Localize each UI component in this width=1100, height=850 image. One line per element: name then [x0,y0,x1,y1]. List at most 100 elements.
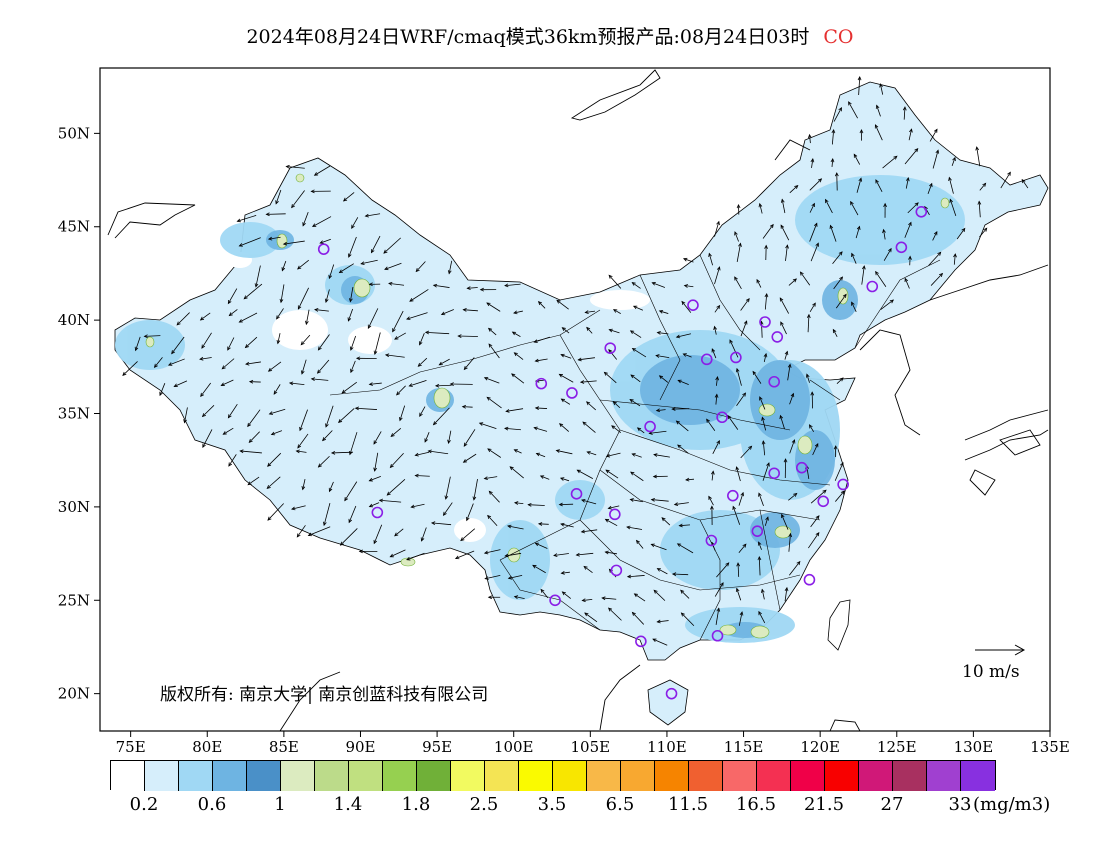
wind-arrow-icon [484,575,501,580]
wind-arrow-icon [560,522,574,528]
purple-circle-icon [716,411,728,424]
wind-arrow-icon [243,283,263,300]
wind-arrow-icon [228,454,237,467]
wind-arrow-icon [201,332,212,349]
wind-arrow-icon [486,396,502,409]
wind-arrow-icon [504,426,521,431]
wind-arrow-icon [513,310,523,315]
wind-arrow-icon [779,297,790,314]
wind-arrow-icon [466,286,478,290]
colorbar-tick-label: 3.5 [537,794,567,815]
wind-arrow-icon [780,198,786,214]
wind-arrow-icon [656,619,669,624]
purple-circle-icon [665,687,678,700]
purple-circle-icon [711,629,724,642]
wind-arrow-icon [559,423,570,432]
wind-arrow-icon [977,200,982,218]
wind-arrow-icon [532,564,546,574]
wind-arrow-icon [466,503,474,522]
wind-arrow-icon [534,406,548,410]
purple-circle-icon [768,375,780,388]
wind-arrow-icon [424,330,450,335]
wind-arrow-icon [756,278,762,288]
colorbar-swatch [757,761,791,791]
wind-arrow-icon [440,309,454,316]
wind-arrow-icon [677,379,689,386]
wind-arrow-icon [764,244,768,261]
purple-circle-icon [837,478,849,491]
china-domain-fill [114,81,1049,661]
purple-circle-icon [535,377,548,390]
wind-arrow-icon [461,404,473,409]
wind-arrow-icon [417,357,428,367]
lat-tick-label: 20N [58,685,90,703]
wind-arrow-icon [323,502,331,527]
wind-arrow-icon [671,572,689,577]
wind-arrow-icon [675,333,692,339]
wind-arrow-icon [406,552,425,561]
wind-arrow-icon [266,476,281,489]
wind-arrow-icon [579,380,597,384]
colorbar-swatch [655,761,689,791]
wind-arrow-icon [328,264,335,280]
lon-tick-label: 75E [116,738,146,756]
colorbar-tick-label: 16.5 [735,794,777,815]
wind-arrow-icon [295,449,307,454]
wind-arrow-icon [358,549,378,554]
purple-circle-icon [768,467,780,480]
wind-arrow-icon [604,518,618,527]
wind-arrow-icon [221,358,235,370]
wind-arrow-icon [757,541,762,550]
wind-arrow-icon [953,253,957,265]
purple-circle-icon [604,342,617,354]
wind-arrow-icon [167,358,185,366]
wind-arrow-icon [789,184,799,194]
wind-arrow-icon [799,271,811,286]
wind-arrow-icon [556,299,569,310]
wind-arrow-icon [834,172,839,191]
wind-arrow-icon [853,153,861,165]
purple-circle-icon [759,316,771,328]
wind-arrow-icon [577,357,595,362]
wind-arrow-icon [430,521,452,526]
wind-arrow-icon [789,560,801,576]
wind-arrow-icon [540,588,549,599]
colorbar-swatch [111,761,145,791]
wind-arrow-icon [905,176,910,189]
taiwan-island [827,599,851,651]
colorbar-swatch [383,761,417,791]
wind-arrow-icon [809,202,815,213]
wind-arrow-icon [607,607,622,621]
wind-arrow-icon [316,359,330,374]
wind-arrow-icon [715,607,721,625]
wind-arrow-icon [378,498,402,503]
wind-arrow-icon [626,574,645,579]
wind-arrow-icon [427,449,449,455]
wind-arrow-icon [809,302,816,313]
wind-arrow-icon [979,182,987,191]
map-title: 2024年08月24日WRF/cmaq模式36km预报产品:08月24日03时 C… [0,22,1100,49]
wind-arrow-icon [479,287,497,292]
colorbar-tick-label: 2.5 [469,794,499,815]
colorbar-swatch [281,761,315,791]
wind-arrow-icon [317,455,330,468]
wind-arrow-icon [633,593,646,602]
colorbar-swatch [927,761,961,791]
wind-arrow-icon [805,373,810,383]
wind-arrow-icon [355,356,377,361]
wind-arrow-icon [631,453,642,458]
wind-arrow-icon [584,310,596,314]
purple-circle-icon [549,594,561,607]
wind-arrow-icon [558,502,574,507]
wind-arrow-icon [419,406,426,417]
wind-arrow-icon [904,277,910,289]
wind-arrow-icon [809,424,815,432]
wind-arrow-icon [173,380,188,387]
wind-arrow-icon [238,237,261,247]
wind-arrow-icon [244,336,258,349]
wind-arrow-icon [787,363,792,381]
wind-arrow-icon [360,259,378,266]
wind-arrow-icon [956,227,966,240]
wind-arrow-icon [740,445,753,459]
